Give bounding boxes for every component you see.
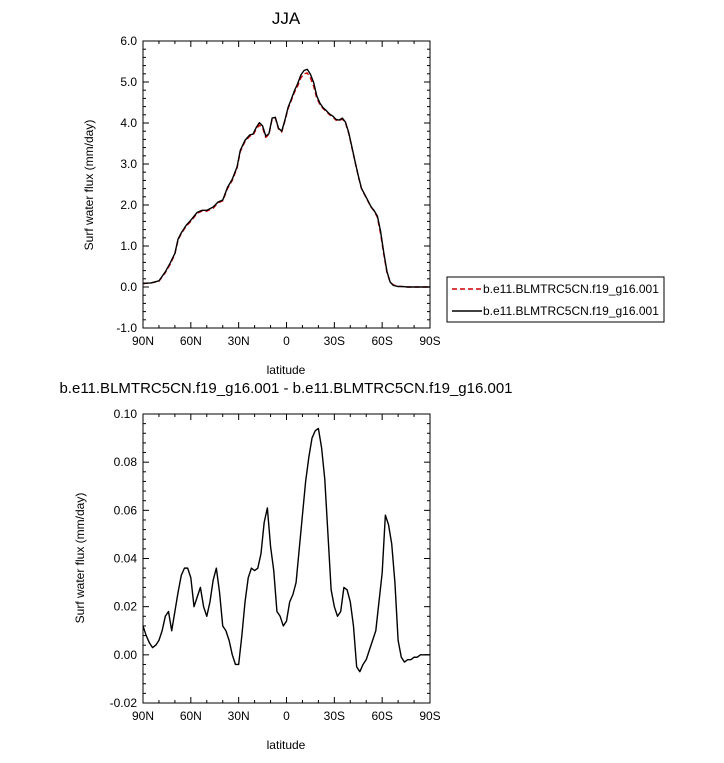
top-chart-xtick-label: 90N (132, 334, 154, 348)
legend-box (446, 276, 665, 323)
bottom-chart-ytick-label: 0.10 (114, 407, 138, 421)
bottom-chart-ytick-label: 0.08 (114, 455, 138, 469)
bottom-chart-xtick-label: 30N (228, 709, 250, 723)
bottom-chart-ylabel: Surf water flux (mm/day) (73, 493, 87, 624)
bottom-chart: b.e11.BLMTRC5CN.f19_g16.001 - b.e11.BLMT… (59, 380, 512, 752)
top-chart: JJA Surf water flux (mm/day) latitude 90… (82, 9, 441, 377)
top-chart-xtick-label: 30S (324, 334, 345, 348)
bottom-chart-xtick-label: 0 (283, 709, 290, 723)
legend-label-2: b.e11.BLMTRC5CN.f19_g16.001 (483, 304, 659, 318)
top-chart-title: JJA (272, 9, 301, 28)
bottom-chart-lines (142, 427, 430, 673)
top-chart-xtick-label: 60N (180, 334, 202, 348)
top-chart-xtick-label: 90S (419, 334, 440, 348)
bottom-chart-ytick-label: 0.04 (114, 552, 138, 566)
top-chart-ytick-label: 2.0 (120, 198, 137, 212)
top-chart-ytick-label: 6.0 (120, 34, 137, 48)
top-chart-xlabel: latitude (267, 363, 306, 377)
bottom-chart-frame (142, 413, 431, 704)
top-chart-ytick-label: 1.0 (120, 239, 137, 253)
bottom-chart-xtick-label: 90S (419, 709, 440, 723)
bottom-chart-xtick-label: 60S (371, 709, 392, 723)
top-chart-ytick-label: 0.0 (120, 280, 137, 294)
bottom-chart-title: b.e11.BLMTRC5CN.f19_g16.001 - b.e11.BLMT… (59, 380, 512, 397)
top-chart-series-line-2 (142, 68, 430, 288)
bottom-chart-ytick-label: 0.06 (114, 503, 138, 517)
top-chart-ytick-label: -1.0 (116, 321, 137, 335)
top-chart-ytick-label: 3.0 (120, 157, 137, 171)
bottom-chart-xlabel: latitude (267, 738, 306, 752)
bottom-chart-xtick-label: 60N (180, 709, 202, 723)
top-chart-xtick-label: 30N (228, 334, 250, 348)
top-chart-ytick-label: 5.0 (120, 75, 137, 89)
top-chart-series-line-1 (142, 72, 430, 288)
top-chart-ytick-label: 4.0 (120, 116, 137, 130)
top-chart-ticks: 90N 60N 30N 0 30S 60S 90S -1.0 0.0 1.0 2.0 3.0 4.0 5.… (116, 34, 440, 348)
bottom-chart-ytick-label: 0.00 (114, 648, 138, 662)
bottom-chart-ytick-label: 0.02 (114, 600, 138, 614)
bottom-chart-xtick-label: 90N (132, 709, 154, 723)
top-chart-lines (142, 68, 430, 288)
legend: b.e11.BLMTRC5CN.f19_g16.001 b.e11.BLMTRC… (446, 276, 665, 323)
legend-label-1: b.e11.BLMTRC5CN.f19_g16.001 (483, 282, 659, 296)
top-chart-xtick-label: 0 (283, 334, 290, 348)
top-chart-frame (142, 40, 431, 329)
top-chart-xtick-label: 60S (371, 334, 392, 348)
bottom-chart-ticks: 90N 60N 30N 0 30S 60S 90S -0.02 0.00 0.02 0.04 0.06… (110, 407, 441, 723)
top-chart-ylabel: Surf water flux (mm/day) (82, 120, 96, 251)
bottom-chart-xtick-label: 30S (324, 709, 345, 723)
bottom-chart-series-line-1 (142, 427, 430, 673)
bottom-chart-ytick-label: -0.02 (110, 696, 138, 710)
